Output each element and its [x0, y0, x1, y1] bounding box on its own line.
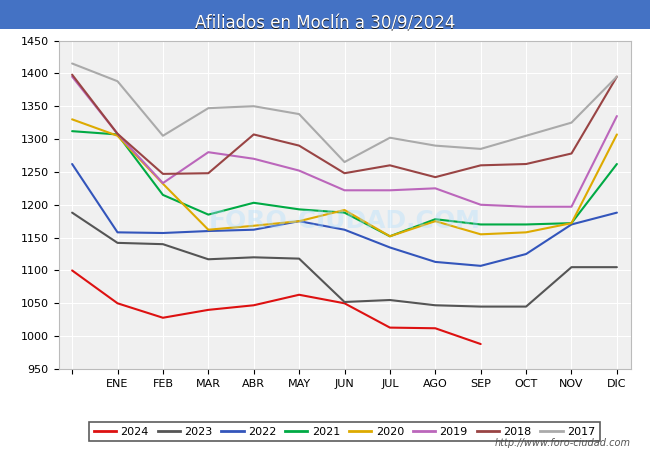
Text: FORO-CIUDAD.COM: FORO-CIUDAD.COM	[209, 209, 480, 233]
Text: Afiliados en Moclín a 30/9/2024: Afiliados en Moclín a 30/9/2024	[195, 14, 455, 32]
Text: Afiliados en Moclín a 30/9/2024: Afiliados en Moclín a 30/9/2024	[195, 16, 455, 34]
Legend: 2024, 2023, 2022, 2021, 2020, 2019, 2018, 2017: 2024, 2023, 2022, 2021, 2020, 2019, 2018…	[89, 422, 600, 441]
Text: http://www.foro-ciudad.com: http://www.foro-ciudad.com	[495, 438, 630, 448]
